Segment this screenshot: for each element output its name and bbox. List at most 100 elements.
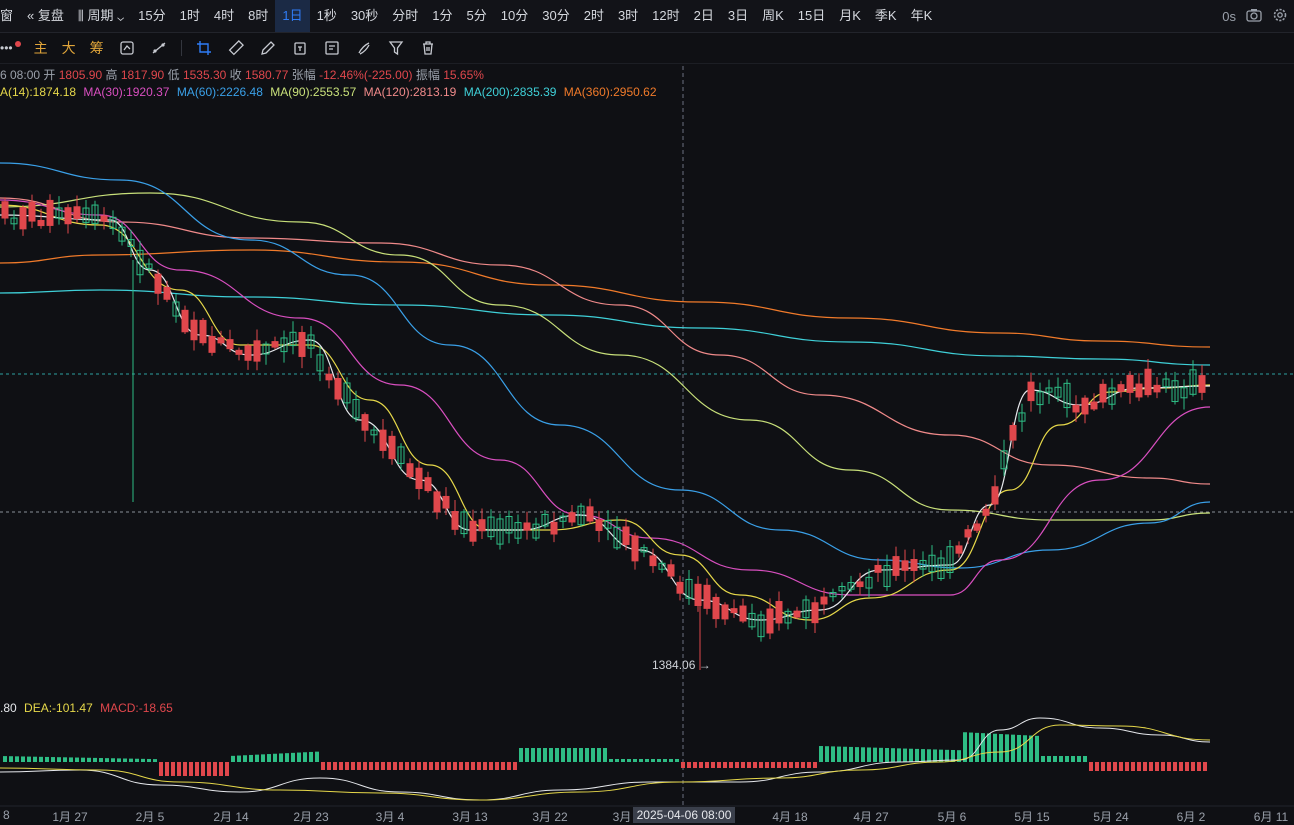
macd-bar: [561, 748, 565, 762]
ruler-icon[interactable]: [228, 40, 244, 56]
interval-17[interactable]: 3日: [727, 8, 749, 23]
macd-bar: [1173, 762, 1177, 771]
text-tool-icon[interactable]: [292, 40, 308, 56]
interval-16[interactable]: 2日: [693, 8, 714, 23]
macd-bar: [207, 762, 211, 776]
indicator-settings-icon[interactable]: [119, 40, 135, 56]
candle-body: [874, 564, 882, 573]
macd-bar: [597, 748, 601, 762]
candle-body: [739, 605, 747, 622]
brush-icon[interactable]: [356, 40, 372, 56]
interval-18[interactable]: 周K: [762, 8, 784, 23]
macd-bar: [927, 749, 931, 762]
interval-5[interactable]: 1日: [275, 0, 310, 32]
open-label: 开: [43, 68, 56, 82]
candle-body: [1027, 381, 1035, 402]
interval-19[interactable]: 15日: [797, 8, 826, 23]
macd-bar: [165, 762, 169, 776]
trendline-icon[interactable]: [151, 40, 167, 56]
macd-bar: [717, 762, 721, 768]
candle-body: [1090, 401, 1098, 410]
note-icon[interactable]: [324, 40, 340, 56]
interval-7[interactable]: 30秒: [350, 8, 379, 23]
candle-body: [343, 382, 351, 404]
interval-10[interactable]: 5分: [466, 8, 487, 23]
low-marker-value: 1384.06: [652, 658, 696, 672]
pen-icon[interactable]: [260, 40, 276, 56]
interval-6[interactable]: 1秒: [316, 8, 337, 23]
macd-bar: [531, 748, 535, 762]
interval-22[interactable]: 年K: [910, 8, 933, 23]
macd-bar: [765, 762, 769, 768]
candle-body: [127, 239, 135, 247]
x-tick: 4月 18: [772, 810, 808, 824]
candle-body: [613, 526, 621, 549]
chip-distribution-button[interactable]: 筹: [89, 40, 104, 56]
macd-bar: [963, 732, 967, 762]
candle-body: [820, 596, 828, 605]
trash-icon[interactable]: [420, 40, 436, 56]
macd-bar: [1071, 756, 1075, 762]
macd-bar: [363, 762, 367, 770]
main-indicator-button[interactable]: 主: [33, 40, 48, 56]
candle-body: [280, 337, 288, 353]
interval-21[interactable]: 季K: [874, 8, 897, 23]
interval-1[interactable]: 15分: [138, 8, 166, 23]
interval-13[interactable]: 2时: [583, 8, 604, 23]
ma360-legend: MA(360):2950.62: [563, 85, 657, 99]
candle-body: [919, 559, 927, 570]
candle-body: [28, 201, 36, 222]
replay-button[interactable]: « 复盘: [20, 0, 71, 32]
interval-2[interactable]: 1时: [179, 8, 200, 23]
macd-bar: [663, 759, 667, 762]
candle-body: [937, 557, 945, 579]
interval-12[interactable]: 30分: [542, 8, 570, 23]
macd-bar: [603, 748, 607, 762]
candle-body: [1054, 386, 1062, 398]
candle-body: [100, 215, 108, 222]
interval-9[interactable]: 1分: [432, 8, 453, 23]
candle-body: [748, 612, 756, 628]
interval-4[interactable]: 8时: [248, 8, 269, 23]
macd-bar: [525, 748, 529, 762]
macd-bar: [171, 762, 175, 776]
big-order-button[interactable]: 大: [61, 40, 76, 56]
crop-icon[interactable]: [196, 40, 212, 56]
macd-bar: [891, 748, 895, 762]
interval-11[interactable]: 10分: [500, 8, 529, 23]
macd-bar: [729, 762, 733, 768]
ma30-line: [0, 199, 1211, 596]
macd-bar: [1167, 762, 1171, 771]
macd-bar: [1005, 734, 1009, 762]
candle-body: [1189, 369, 1197, 395]
window-menu[interactable]: 窗: [0, 8, 14, 23]
period-dropdown[interactable]: ⫼ 周期 ⌄: [71, 0, 131, 32]
candle-body: [1018, 412, 1026, 422]
macd-bar: [945, 749, 949, 762]
interval-3[interactable]: 4时: [213, 8, 235, 23]
ma60-line: [0, 162, 1211, 569]
camera-icon[interactable]: [1246, 8, 1262, 25]
x-tick: 3月 22: [532, 810, 568, 824]
candle-body: [1108, 387, 1116, 405]
settings-icon[interactable]: [1272, 7, 1288, 26]
candle-body: [766, 608, 774, 634]
low-label: 低: [167, 68, 180, 82]
interval-8[interactable]: 分时: [392, 8, 419, 23]
interval-20[interactable]: 月K: [839, 8, 861, 23]
x-tick: 2月 23: [293, 810, 329, 824]
candle-body: [379, 429, 387, 451]
macd-bar: [879, 747, 883, 762]
interval-14[interactable]: 3时: [617, 8, 639, 23]
macd-bar: [549, 748, 553, 762]
more-icon[interactable]: •••: [0, 41, 13, 55]
macd-bar: [735, 762, 739, 768]
ma90-line: [0, 192, 1211, 521]
x-tick: 5月 24: [1093, 810, 1129, 824]
candle-body: [523, 522, 531, 531]
filter-icon[interactable]: [388, 40, 404, 56]
macd-bar: [699, 762, 703, 768]
interval-15[interactable]: 12时: [652, 8, 680, 23]
macd-bar: [1065, 756, 1069, 762]
